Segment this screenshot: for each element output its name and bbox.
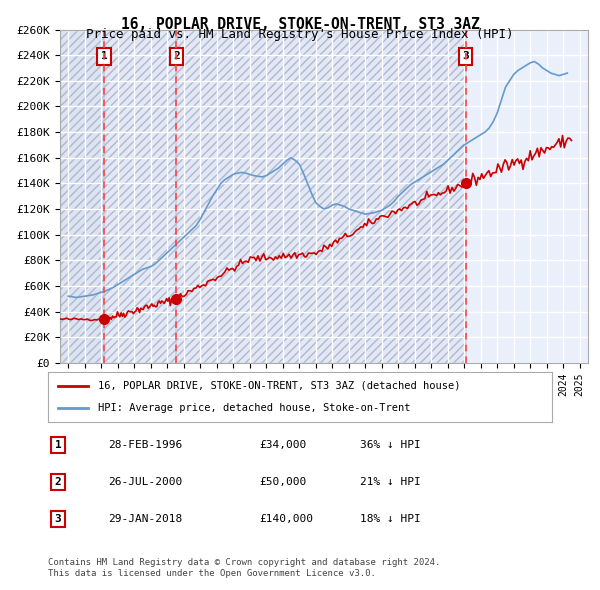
Text: 1: 1: [101, 51, 107, 61]
Text: 1: 1: [55, 440, 61, 450]
Text: £140,000: £140,000: [260, 514, 314, 524]
Text: 2: 2: [55, 477, 61, 487]
Text: 3: 3: [462, 51, 469, 61]
Text: 21% ↓ HPI: 21% ↓ HPI: [361, 477, 421, 487]
Text: 18% ↓ HPI: 18% ↓ HPI: [361, 514, 421, 524]
Text: 36% ↓ HPI: 36% ↓ HPI: [361, 440, 421, 450]
Text: Price paid vs. HM Land Registry's House Price Index (HPI): Price paid vs. HM Land Registry's House …: [86, 28, 514, 41]
Text: 28-FEB-1996: 28-FEB-1996: [109, 440, 183, 450]
Text: 16, POPLAR DRIVE, STOKE-ON-TRENT, ST3 3AZ: 16, POPLAR DRIVE, STOKE-ON-TRENT, ST3 3A…: [121, 17, 479, 31]
Text: £34,000: £34,000: [260, 440, 307, 450]
Text: 3: 3: [55, 514, 61, 524]
Text: 2: 2: [173, 51, 180, 61]
Text: Contains HM Land Registry data © Crown copyright and database right 2024.: Contains HM Land Registry data © Crown c…: [48, 558, 440, 566]
Text: HPI: Average price, detached house, Stoke-on-Trent: HPI: Average price, detached house, Stok…: [98, 403, 411, 413]
Text: This data is licensed under the Open Government Licence v3.0.: This data is licensed under the Open Gov…: [48, 569, 376, 578]
Text: £50,000: £50,000: [260, 477, 307, 487]
Text: 26-JUL-2000: 26-JUL-2000: [109, 477, 183, 487]
Text: 29-JAN-2018: 29-JAN-2018: [109, 514, 183, 524]
Text: 16, POPLAR DRIVE, STOKE-ON-TRENT, ST3 3AZ (detached house): 16, POPLAR DRIVE, STOKE-ON-TRENT, ST3 3A…: [98, 381, 461, 391]
